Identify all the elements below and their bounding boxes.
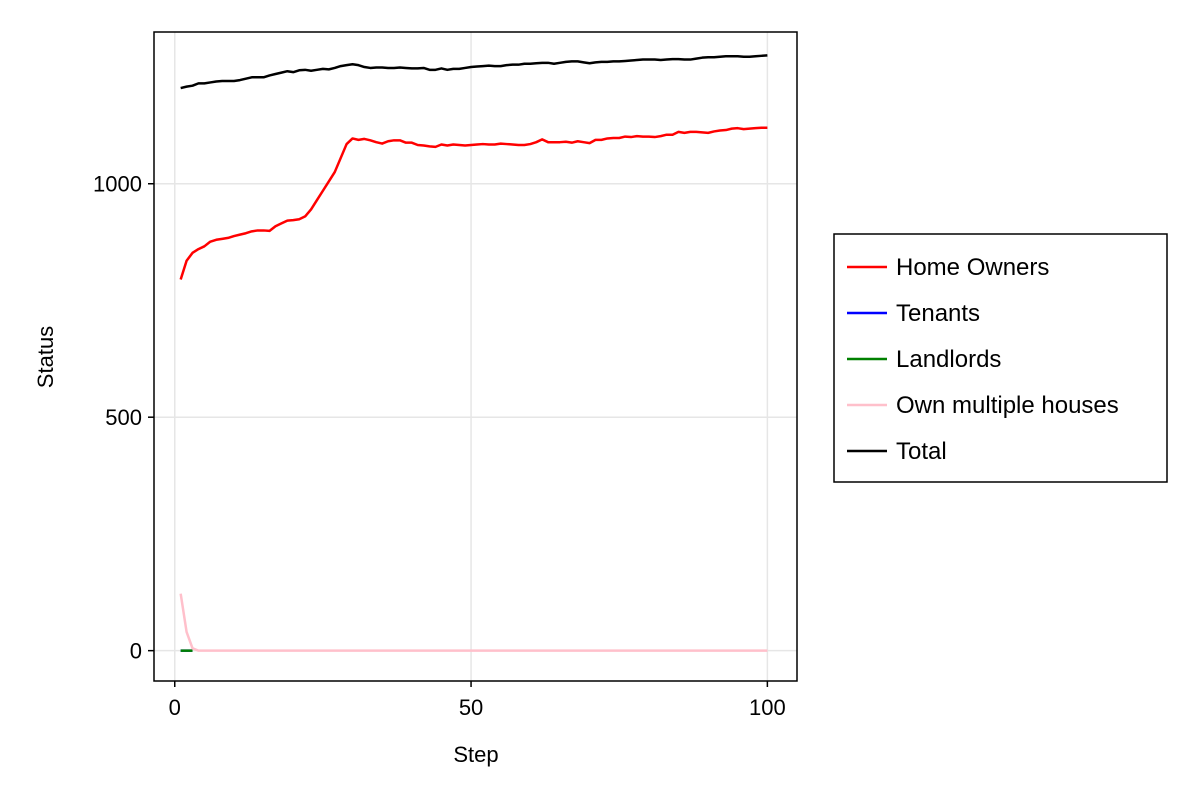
x-tick-label: 50 (459, 695, 483, 720)
plot-frame (153, 31, 798, 682)
series-line-own-multiple-houses (179, 593, 768, 652)
series-line-total (180, 54, 768, 90)
x-tick-label: 0 (169, 695, 181, 720)
series-line-home-owners (179, 126, 768, 280)
y-tick-label: 500 (105, 405, 142, 430)
series-lines (179, 54, 768, 652)
legend: Home Owners Tenants Landlords Own multiple … (833, 233, 1168, 483)
legend-box (833, 233, 1168, 483)
legend-label-own-multiple-houses: Own multiple houses (896, 392, 1119, 419)
y-tick-label: 1000 (93, 172, 142, 197)
x-axis-label: Step (453, 742, 498, 767)
legend-label-landlords: Landlords (896, 346, 1001, 373)
x-tick-label: 100 (749, 695, 786, 720)
legend-label-total: Total (896, 438, 947, 465)
y-axis-label: Status (33, 326, 58, 388)
legend-label-home-owners: Home Owners (896, 254, 1049, 281)
grid-lines (154, 32, 797, 681)
legend-label-tenants: Tenants (896, 300, 980, 327)
y-tick-label: 0 (130, 639, 142, 664)
